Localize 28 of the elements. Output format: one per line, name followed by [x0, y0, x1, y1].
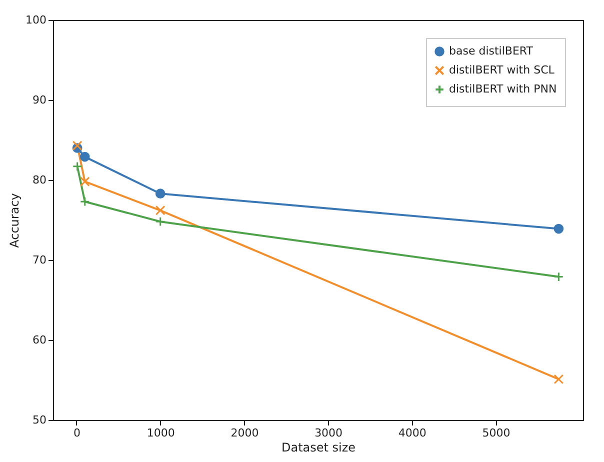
x-tick-label: 1000 [146, 426, 175, 440]
point [80, 152, 90, 162]
point [80, 196, 90, 207]
x-tick-label: 2000 [230, 426, 259, 440]
y-tick-label: 50 [32, 414, 46, 426]
x-tick-label: 5000 [482, 426, 510, 440]
y-tick-label: 80 [32, 174, 46, 186]
x-tick-label: 0 [73, 426, 80, 440]
y-tick-label: 100 [26, 14, 46, 26]
legend-label: base distilBERT [449, 44, 534, 58]
point [554, 272, 564, 282]
y-tick-label: 60 [32, 334, 46, 346]
legend-label: distilBERT with PNN [449, 82, 557, 96]
legend-label: distilBERT with SCL [449, 64, 556, 76]
point [155, 188, 166, 199]
point [72, 140, 82, 151]
x-tick-label: 4000 [398, 426, 426, 440]
y-axis-title: Accuracy [8, 193, 22, 248]
x-tick-label: 3000 [314, 426, 343, 440]
x-axis-title: Dataset size [281, 440, 356, 454]
y-tick-label: 90 [32, 94, 46, 106]
point [554, 374, 564, 384]
point [72, 161, 82, 172]
point [155, 216, 166, 227]
point [554, 224, 564, 234]
point [155, 205, 166, 216]
point [80, 176, 90, 187]
y-tick-label: 70 [32, 254, 46, 266]
